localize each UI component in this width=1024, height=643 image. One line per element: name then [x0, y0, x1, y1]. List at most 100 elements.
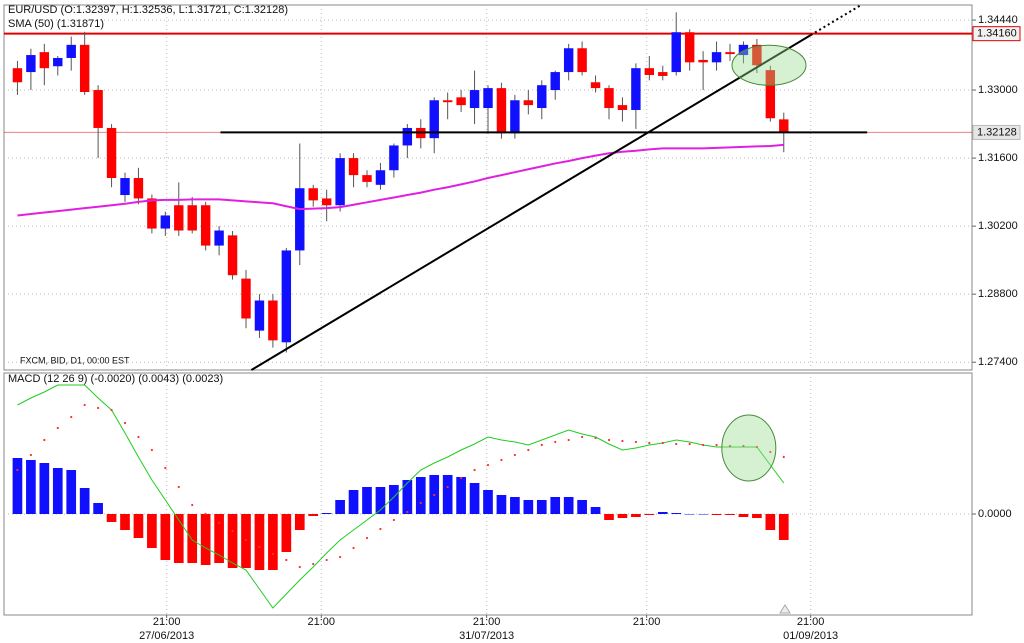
- signal-dot: [742, 444, 745, 448]
- signal-dot: [621, 439, 624, 443]
- histogram-bar: [510, 497, 520, 514]
- price-panel: [3, 4, 973, 371]
- y-tick-label: 0.0000: [978, 508, 1012, 520]
- signal-dot: [177, 485, 180, 489]
- x-tick-label: 21:00: [473, 616, 501, 628]
- candle-body: [79, 44, 90, 92]
- histogram-bar: [617, 514, 628, 518]
- x-date-label: 31/07/2013: [459, 630, 514, 642]
- macd-line: [17, 384, 785, 609]
- candle-body: [295, 188, 305, 251]
- candle-body: [93, 90, 103, 128]
- candle-body: [321, 198, 332, 206]
- histogram-bar: [738, 514, 749, 517]
- histogram-bar: [79, 488, 90, 514]
- x-tick-label: 21:00: [797, 616, 825, 628]
- histogram-bar: [698, 514, 708, 515]
- signal-dot: [486, 463, 490, 467]
- candle-body: [429, 100, 439, 139]
- macd-title: MACD (12 26 9) (-0.0020) (0.0043) (0.002…: [8, 373, 223, 385]
- current-bar-marker: [779, 604, 791, 614]
- histogram-bar: [362, 487, 372, 514]
- histogram-bar: [227, 514, 238, 568]
- histogram-bar: [496, 495, 507, 514]
- signal-dot: [728, 444, 732, 448]
- histogram-bar: [402, 480, 413, 514]
- candle-body: [39, 52, 50, 69]
- histogram-bar: [187, 514, 198, 563]
- candle-body: [254, 300, 265, 331]
- candle-body: [563, 48, 574, 73]
- candle-body: [26, 55, 36, 73]
- resistance-price-box: [972, 26, 1021, 42]
- histogram-bar: [415, 477, 426, 514]
- histogram-bar: [214, 514, 224, 563]
- signal-dot: [675, 442, 678, 446]
- x-tick-label: 21:00: [153, 616, 181, 628]
- histogram-bar: [173, 514, 184, 563]
- candle-body: [698, 59, 708, 63]
- signal-dot: [365, 536, 369, 540]
- candle-body: [590, 82, 601, 89]
- histogram-bar: [469, 483, 480, 514]
- candle-body: [523, 100, 534, 106]
- signal-dot: [782, 455, 785, 459]
- signal-dot: [769, 450, 772, 454]
- histogram-bar: [308, 514, 319, 516]
- histogram-bar: [725, 514, 735, 515]
- signal-dot: [70, 415, 73, 419]
- histogram-bar: [644, 514, 655, 515]
- histogram-bar: [778, 514, 789, 540]
- candle-body: [469, 90, 480, 109]
- signal-dot: [688, 442, 691, 446]
- candle-body: [711, 52, 722, 63]
- signal-dot: [581, 435, 584, 439]
- signal-dot: [16, 468, 19, 472]
- current-price-label: 1.32128: [977, 126, 1017, 138]
- candle-body: [779, 119, 789, 133]
- candle-body: [335, 158, 345, 206]
- candle-body: [200, 205, 211, 246]
- histogram-bar: [26, 460, 36, 514]
- signal-dot: [164, 466, 167, 470]
- histogram-bar: [39, 463, 50, 514]
- candle-body: [12, 68, 23, 83]
- signal-dot: [312, 562, 315, 566]
- signal-dot: [352, 546, 355, 550]
- highlight-ellipse: [721, 414, 777, 482]
- candle-body: [604, 88, 614, 109]
- candle-body: [510, 100, 520, 134]
- signal-dot: [231, 529, 234, 533]
- current-price-box: [972, 124, 1021, 140]
- signal-dot: [392, 518, 395, 522]
- histogram-bar: [631, 514, 641, 517]
- histogram-bar: [66, 470, 77, 514]
- histogram-bar: [254, 514, 265, 570]
- y-tick-label: 1.28800: [978, 288, 1018, 300]
- candle-body: [537, 85, 547, 109]
- signal-dot: [554, 440, 557, 444]
- histogram-bar: [294, 514, 305, 530]
- x-tick-label: 21:00: [308, 616, 336, 628]
- candle-body: [348, 158, 359, 176]
- trend-line: [250, 34, 812, 371]
- signal-dot: [258, 545, 261, 549]
- x-tick-label: 21:00: [633, 616, 661, 628]
- signal-dot: [500, 458, 503, 462]
- candle-body: [53, 57, 63, 67]
- candle-body: [402, 127, 413, 146]
- y-tick-label: 1.31600: [978, 152, 1018, 164]
- sma-label: SMA (50) (1.31871): [8, 18, 104, 30]
- histogram-bar: [389, 485, 399, 514]
- histogram-bar: [765, 514, 776, 530]
- signal-dot: [379, 527, 382, 531]
- candle-body: [725, 52, 735, 55]
- candle-body: [227, 235, 238, 276]
- candle-body: [671, 32, 681, 73]
- x-date-label: 01/09/2013: [783, 630, 838, 642]
- signal-dot: [460, 476, 463, 480]
- candle-body: [644, 68, 655, 75]
- histogram-bar: [147, 514, 157, 548]
- histogram-bar: [120, 514, 130, 530]
